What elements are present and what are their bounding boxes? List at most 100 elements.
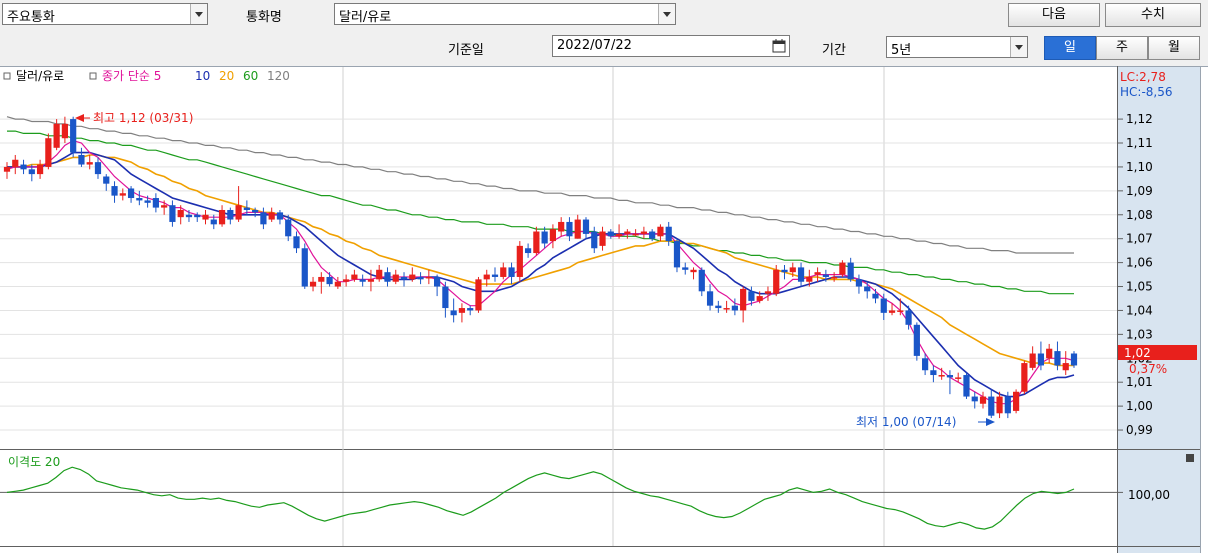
candle-body (12, 159, 19, 167)
next-button[interactable]: 다음 (1008, 3, 1100, 27)
candle-body (483, 274, 490, 280)
period-label: 기간 (822, 43, 846, 58)
candle-body (649, 231, 656, 239)
period-select[interactable]: 5년 (886, 36, 1028, 58)
candle-body (822, 274, 829, 277)
candle-body (202, 214, 209, 220)
candle-body (119, 193, 126, 196)
series-line-ma60 (7, 130, 1074, 295)
candle-body (70, 119, 77, 153)
candle-body (28, 169, 35, 175)
candle-body (946, 375, 954, 378)
candle-body (640, 231, 647, 234)
candle-body (888, 310, 896, 313)
candle-body (425, 276, 432, 279)
candle-body (185, 214, 193, 218)
candle-body (1037, 353, 1045, 366)
legend-series: 달러/유로 (16, 69, 64, 83)
series-line-ma120 (6, 116, 1074, 254)
chevron-down-icon[interactable] (1010, 37, 1027, 57)
candle-body (475, 279, 482, 311)
period-value: 5년 (891, 43, 912, 58)
candle-body (657, 226, 664, 237)
tab-day[interactable]: 일 (1044, 36, 1096, 60)
candle-body (723, 308, 730, 310)
base-date-input[interactable]: 2022/07/22 (552, 35, 790, 57)
candle-body (194, 214, 201, 218)
candle-body (731, 305, 738, 311)
candle-body (574, 219, 581, 239)
candle-body (376, 269, 383, 280)
candle-body (367, 279, 375, 282)
price-tick-label: 1,00 (1126, 399, 1153, 413)
disparity-label: 이격도 20 (8, 455, 60, 469)
candle-body (351, 274, 358, 280)
candle-body (831, 276, 838, 279)
base-date-value: 2022/07/22 (557, 38, 632, 53)
candle-body (740, 288, 747, 311)
candle-body (103, 176, 110, 184)
currency-group-select[interactable]: 주요통화 (2, 3, 208, 25)
candle-body (516, 245, 523, 277)
candles (3, 116, 1078, 419)
candle-body (979, 396, 987, 404)
candle-body (773, 269, 780, 294)
candle-body (1012, 391, 1020, 411)
chart-background (0, 66, 1208, 553)
candle-body (988, 396, 995, 416)
candle-body (690, 269, 697, 273)
moving-average-lines (6, 116, 1075, 405)
candle-body (301, 248, 308, 287)
candle-body (1062, 363, 1069, 371)
candle-body (417, 276, 424, 280)
candle-body (293, 236, 300, 249)
candle-body (467, 308, 474, 311)
price-tick-label: 1,11 (1126, 136, 1153, 150)
pane-maximize-icon[interactable] (1186, 454, 1194, 462)
candle-body (706, 291, 714, 306)
candle-body (847, 262, 854, 280)
candle-body (806, 276, 813, 282)
candle-body (599, 231, 606, 246)
price-tick-label: 1,07 (1126, 232, 1153, 246)
candle-body (144, 200, 151, 203)
candle-body (392, 274, 399, 282)
candle-body (450, 310, 457, 316)
candle-body (855, 279, 863, 287)
candle-body (45, 138, 52, 167)
currency-name-select[interactable]: 달러/유로 (334, 3, 676, 25)
candle-body (1029, 353, 1036, 368)
tab-month[interactable]: 월 (1148, 36, 1200, 60)
candle-body (78, 154, 85, 165)
candle-body (243, 207, 250, 210)
candle-body (715, 305, 722, 309)
candle-body (359, 279, 366, 282)
candle-body (491, 274, 499, 277)
value-button[interactable]: 수치 (1105, 3, 1201, 27)
candle-body (111, 186, 118, 196)
price-tick-label: 1,09 (1126, 184, 1153, 198)
price-tick-label: 1,01 (1126, 375, 1153, 389)
candle-body (309, 281, 317, 287)
candle-body (384, 272, 391, 282)
tab-week[interactable]: 주 (1096, 36, 1148, 60)
chevron-down-icon[interactable] (658, 4, 675, 24)
chevron-down-icon[interactable] (190, 4, 207, 24)
price-tick-label: 1,10 (1126, 160, 1153, 174)
candle-body (872, 293, 879, 299)
candle-body (326, 276, 333, 285)
candle-body (533, 231, 540, 254)
candle-body (161, 205, 168, 208)
candle-body (218, 209, 226, 225)
current-price-label: 1,02 (1124, 346, 1151, 360)
candle-body (276, 212, 284, 220)
price-tick-label: 1,12 (1126, 112, 1153, 126)
candle-body (591, 231, 598, 249)
candle-body (127, 188, 135, 199)
candle-body (210, 219, 217, 225)
candle-body (938, 375, 945, 377)
price-tick-label: 1,03 (1126, 327, 1153, 341)
candle-body (1046, 348, 1053, 359)
calendar-icon[interactable] (771, 37, 787, 55)
candle-body (549, 229, 557, 242)
